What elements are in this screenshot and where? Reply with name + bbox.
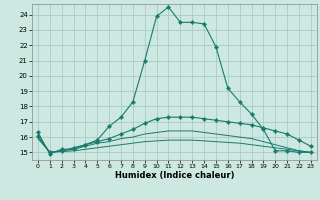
X-axis label: Humidex (Indice chaleur): Humidex (Indice chaleur) (115, 171, 234, 180)
